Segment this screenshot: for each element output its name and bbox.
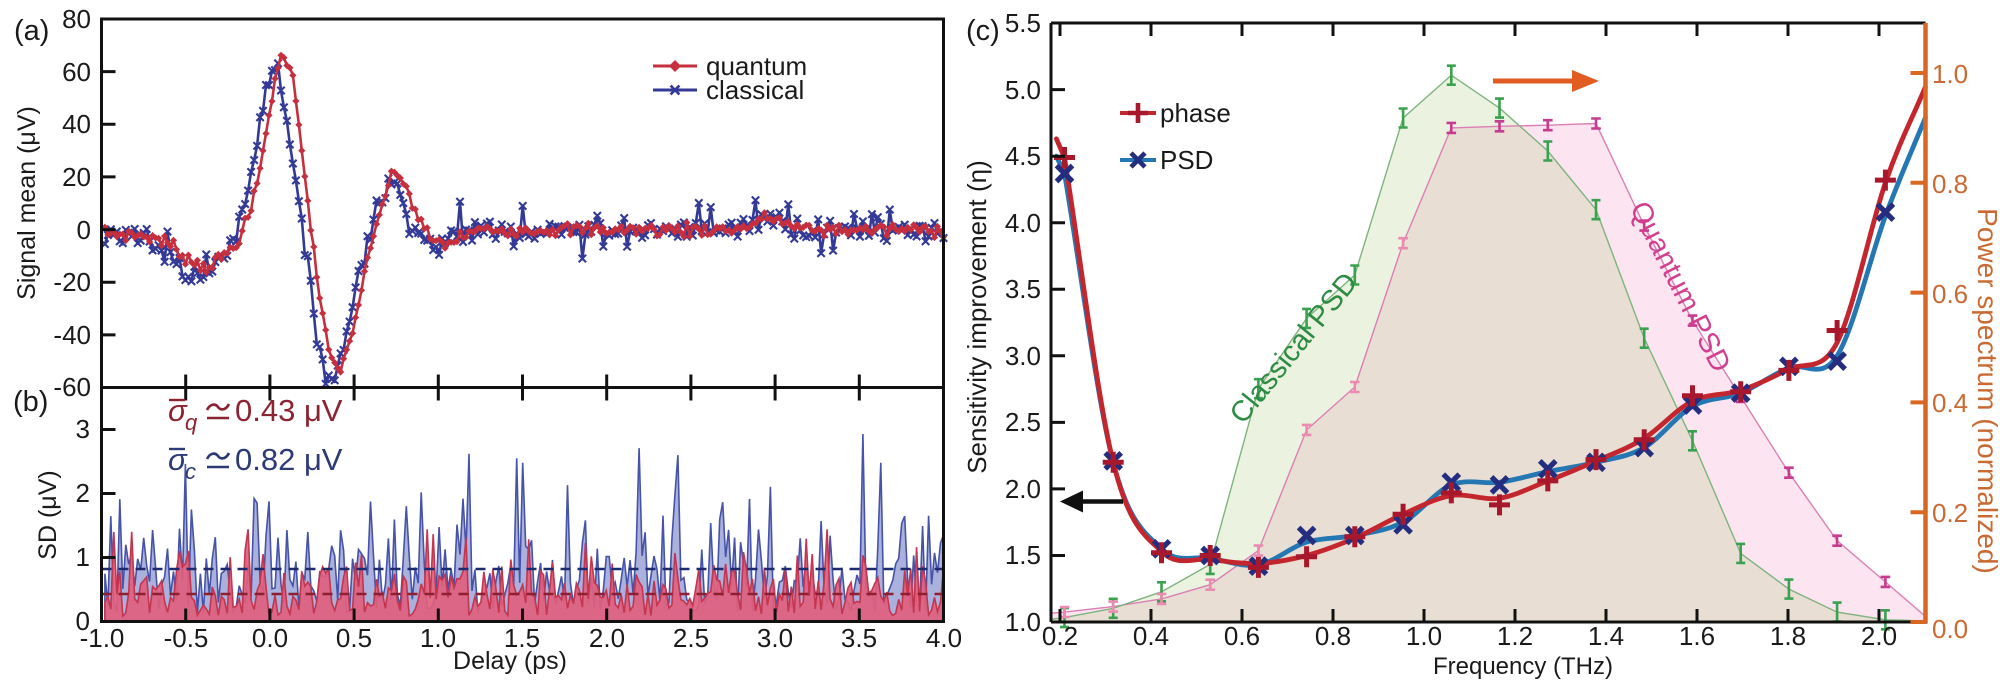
svg-text:4.5: 4.5 xyxy=(1005,141,1041,171)
svg-text:1.5: 1.5 xyxy=(504,623,540,653)
svg-text:4.0: 4.0 xyxy=(1005,208,1041,238)
svg-text:0.5: 0.5 xyxy=(336,623,372,653)
svg-text:1.0: 1.0 xyxy=(1406,621,1442,651)
svg-text:0.6: 0.6 xyxy=(1932,279,1968,309)
svg-text:3: 3 xyxy=(76,414,90,444)
svg-text:phase: phase xyxy=(1160,98,1231,128)
svg-text:60: 60 xyxy=(62,57,91,87)
svg-text:3.5: 3.5 xyxy=(1005,274,1041,304)
svg-text:1.0: 1.0 xyxy=(1932,59,1968,89)
svg-text:2.0: 2.0 xyxy=(589,623,625,653)
svg-text:-0.5: -0.5 xyxy=(164,623,209,653)
svg-text:Signal mean (μV): Signal mean (μV) xyxy=(13,106,41,300)
svg-text:σ: σ xyxy=(168,442,188,477)
svg-text:-60: -60 xyxy=(53,372,91,402)
svg-text:-20: -20 xyxy=(53,267,91,297)
svg-text:4.0: 4.0 xyxy=(926,623,962,653)
svg-text:Power spectrum (normalized): Power spectrum (normalized) xyxy=(1972,208,2000,574)
svg-text:1.6: 1.6 xyxy=(1679,621,1715,651)
svg-text:2.0: 2.0 xyxy=(1005,474,1041,504)
svg-text:2.0: 2.0 xyxy=(1861,621,1897,651)
svg-text:0.8: 0.8 xyxy=(1315,621,1351,651)
svg-text:Frequency (THz): Frequency (THz) xyxy=(1433,653,1613,680)
svg-text:1.2: 1.2 xyxy=(1497,621,1533,651)
svg-text:2.5: 2.5 xyxy=(673,623,709,653)
svg-text:1.4: 1.4 xyxy=(1588,621,1624,651)
svg-text:0.2: 0.2 xyxy=(1042,621,1078,651)
svg-text:0.2: 0.2 xyxy=(1932,498,1968,528)
svg-text:0: 0 xyxy=(76,606,90,636)
svg-text:SD (μV): SD (μV) xyxy=(34,470,62,559)
svg-text:Delay (ps): Delay (ps) xyxy=(453,647,567,675)
svg-text:3.5: 3.5 xyxy=(841,623,877,653)
svg-text:1.8: 1.8 xyxy=(1770,621,1806,651)
svg-text:80: 80 xyxy=(62,4,91,34)
svg-text:0.6: 0.6 xyxy=(1224,621,1260,651)
svg-text:1.5: 1.5 xyxy=(1005,540,1041,570)
svg-text:c: c xyxy=(185,459,196,484)
svg-text:quantum: quantum xyxy=(706,51,807,81)
svg-text:5.0: 5.0 xyxy=(1005,75,1041,105)
svg-text:Sensitivity improvement (η): Sensitivity improvement (η) xyxy=(962,160,992,474)
svg-text:40: 40 xyxy=(62,109,91,139)
svg-text:classical: classical xyxy=(706,75,804,105)
svg-text:0.0: 0.0 xyxy=(1932,614,1968,644)
svg-text:2: 2 xyxy=(76,478,90,508)
svg-text:1.0: 1.0 xyxy=(1005,607,1041,637)
svg-text:0.0: 0.0 xyxy=(252,623,288,653)
svg-text:0.43 μV: 0.43 μV xyxy=(235,393,343,428)
svg-text:0: 0 xyxy=(77,215,91,245)
svg-text:0.4: 0.4 xyxy=(1133,621,1169,651)
svg-text:0.4: 0.4 xyxy=(1932,388,1968,418)
svg-text:0.8: 0.8 xyxy=(1932,169,1968,199)
svg-text:2.5: 2.5 xyxy=(1005,407,1041,437)
svg-text:-40: -40 xyxy=(53,320,91,350)
svg-text:20: 20 xyxy=(62,162,91,192)
svg-text:1.0: 1.0 xyxy=(420,623,456,653)
svg-text:PSD: PSD xyxy=(1160,145,1213,175)
svg-text:q: q xyxy=(185,410,198,435)
svg-text:0.82 μV: 0.82 μV xyxy=(235,442,343,477)
svg-text:(c): (c) xyxy=(966,15,1000,47)
svg-text:1: 1 xyxy=(76,542,90,572)
svg-text:3.0: 3.0 xyxy=(1005,341,1041,371)
svg-text:(b): (b) xyxy=(13,386,48,418)
svg-text:3.0: 3.0 xyxy=(757,623,793,653)
svg-text:(a): (a) xyxy=(14,15,49,47)
svg-text:-1.0: -1.0 xyxy=(80,623,125,653)
svg-text:σ: σ xyxy=(168,393,188,428)
svg-text:5.5: 5.5 xyxy=(1005,8,1041,38)
